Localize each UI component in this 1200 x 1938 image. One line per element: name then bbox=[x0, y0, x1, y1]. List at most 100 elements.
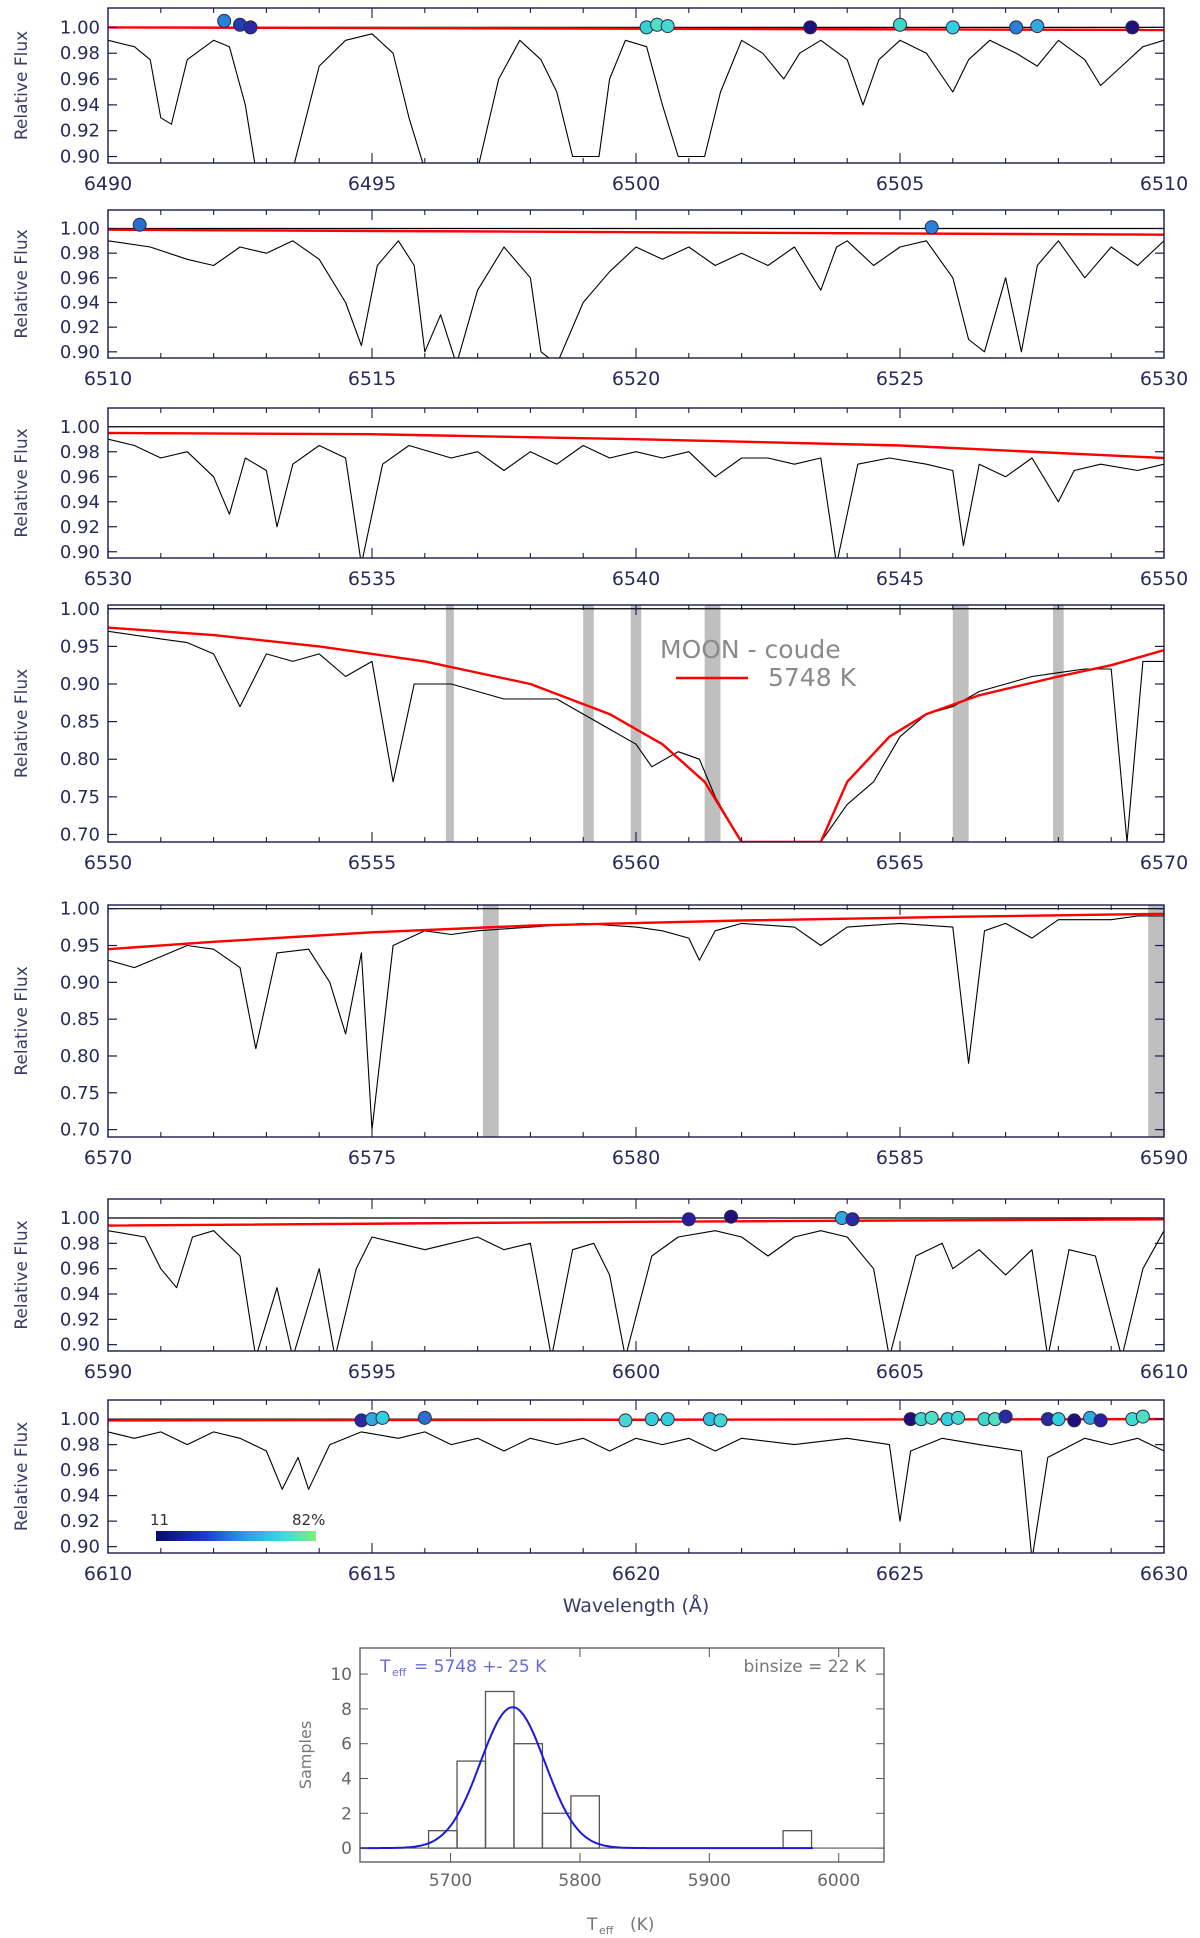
histogram-bar bbox=[782, 1830, 813, 1849]
y-tick-label: 6 bbox=[341, 1735, 352, 1755]
x-tick-label: 5900 bbox=[688, 1871, 731, 1891]
y-tick-label: 0.94 bbox=[60, 293, 100, 314]
histogram-bar bbox=[570, 1795, 601, 1849]
y-tick-label: 0.94 bbox=[60, 1284, 100, 1305]
y-tick-label: 0.98 bbox=[60, 43, 100, 64]
x-tick-label: 6590 bbox=[1140, 1147, 1188, 1169]
spectrum-line bbox=[108, 1230, 1164, 1351]
line-weight-marker bbox=[375, 1410, 390, 1425]
legend-entry: 5748 K bbox=[768, 663, 857, 692]
line-weight-marker bbox=[724, 1209, 739, 1224]
y-axis-label: Relative Flux bbox=[12, 966, 32, 1075]
y-tick-label: 1.00 bbox=[60, 17, 100, 38]
spectrum-panel-2: 1.00 0.98 0.96 0.94 0.92 0.90 6510 6515 6520 6525… bbox=[12, 209, 1188, 390]
y-tick-label: 0.90 bbox=[60, 342, 100, 363]
y-tick-label: 0.92 bbox=[60, 317, 100, 338]
line-weight-marker bbox=[1051, 1412, 1066, 1427]
line-weight-marker bbox=[713, 1413, 728, 1428]
x-axis-label: Wavelength (Å) bbox=[563, 1594, 710, 1617]
x-tick-label: 6515 bbox=[348, 368, 396, 390]
panel-frame bbox=[107, 7, 1165, 164]
x-tick-label: 5700 bbox=[429, 1871, 472, 1891]
y-tick-label: 0.70 bbox=[60, 824, 100, 845]
line-weight-marker bbox=[1125, 20, 1140, 35]
model-curve bbox=[108, 228, 1164, 236]
colorbar-max-label: 82% bbox=[292, 1511, 325, 1529]
histogram-bar bbox=[513, 1743, 544, 1849]
binsize-annotation: binsize = 22 K bbox=[744, 1657, 867, 1677]
y-axis-label: Relative Flux bbox=[12, 229, 32, 338]
y-tick-label: 1.00 bbox=[60, 1208, 100, 1229]
model-curve bbox=[108, 1218, 1164, 1227]
line-weight-marker bbox=[243, 20, 258, 35]
y-axis-label: Relative Flux bbox=[12, 669, 32, 778]
spectrum-panel-4: 1.00 0.95 0.90 0.85 0.80 0.75 0.70 6550 6555 6560… bbox=[12, 599, 1188, 874]
line-weight-marker bbox=[217, 13, 232, 28]
line-weight-marker bbox=[644, 1412, 659, 1427]
line-weight-marker bbox=[681, 1212, 696, 1227]
histogram-x-label: T bbox=[586, 1915, 598, 1935]
y-tick-label: 0.98 bbox=[60, 1435, 100, 1456]
x-tick-label: 6555 bbox=[348, 852, 396, 874]
x-tick-label: 6580 bbox=[612, 1147, 660, 1169]
spectrum-line bbox=[108, 33, 1164, 163]
spectrum-panel-6: 1.00 0.98 0.96 0.94 0.92 0.90 6590 6595 6600 6605… bbox=[12, 1198, 1188, 1383]
x-tick-label: 6490 bbox=[84, 173, 132, 195]
x-tick-label: 6560 bbox=[612, 852, 660, 874]
line-weight-marker bbox=[618, 1413, 633, 1428]
x-tick-label: 6535 bbox=[348, 568, 396, 590]
line-weight-marker bbox=[660, 19, 675, 34]
model-curve bbox=[108, 912, 1164, 951]
y-tick-label: 0.80 bbox=[60, 749, 100, 770]
x-tick-label: 6600 bbox=[612, 1361, 660, 1383]
y-tick-label: 0.70 bbox=[60, 1120, 100, 1141]
y-tick-label: 8 bbox=[341, 1700, 352, 1720]
line-weight-marker bbox=[845, 1212, 860, 1227]
x-tick-label: 6540 bbox=[612, 568, 660, 590]
spectrum-line bbox=[108, 240, 1164, 358]
line-weight-marker bbox=[1067, 1413, 1082, 1428]
y-axis-label: Relative Flux bbox=[12, 428, 32, 537]
y-tick-label: 0.75 bbox=[60, 1083, 100, 1104]
line-weight-marker bbox=[132, 217, 147, 232]
x-tick-label: 6505 bbox=[876, 173, 924, 195]
y-tick-label: 0.80 bbox=[60, 1046, 100, 1067]
x-tick-label: 6610 bbox=[1140, 1361, 1188, 1383]
y-tick-label: 0.96 bbox=[60, 69, 100, 90]
line-weight-marker bbox=[660, 1412, 675, 1427]
spectrum-panel-5: 1.00 0.95 0.90 0.85 0.80 0.75 0.70 6570 6575 6580… bbox=[12, 899, 1188, 1169]
line-weight-marker bbox=[417, 1410, 432, 1425]
x-tick-label: 6550 bbox=[84, 852, 132, 874]
y-axis-label: Relative Flux bbox=[12, 1220, 32, 1329]
y-tick-label: 0.92 bbox=[60, 121, 100, 142]
y-tick-label: 0.98 bbox=[60, 442, 100, 463]
model-curve bbox=[108, 431, 1164, 460]
x-tick-label: 6565 bbox=[876, 852, 924, 874]
y-tick-label: 0 bbox=[341, 1839, 352, 1859]
histogram-x-label-unit: (K) bbox=[630, 1915, 654, 1935]
x-tick-label: 6620 bbox=[612, 1563, 660, 1585]
y-tick-label: 0.90 bbox=[60, 147, 100, 168]
colorbar-min-label: 11 bbox=[150, 1511, 169, 1529]
y-tick-label: 2 bbox=[341, 1804, 352, 1824]
x-tick-label: 6625 bbox=[876, 1563, 924, 1585]
y-tick-label: 0.90 bbox=[60, 1537, 100, 1558]
masked-region bbox=[630, 605, 642, 842]
bottom-panel-extras: Wavelength (Å) 11 82% bbox=[150, 1511, 709, 1617]
masked-region bbox=[583, 605, 594, 842]
model-curve bbox=[108, 626, 1164, 842]
spectrum-panel-1: 1.00 0.98 0.96 0.94 0.92 0.90 6490 6495 6500 6505… bbox=[12, 7, 1188, 195]
x-tick-label: 6545 bbox=[876, 568, 924, 590]
masked-region bbox=[952, 605, 969, 842]
x-tick-label: 6605 bbox=[876, 1361, 924, 1383]
spectrum-line bbox=[108, 438, 1164, 558]
y-tick-label: 0.95 bbox=[60, 936, 100, 957]
teff-annotation-value: = 5748 +- 25 K bbox=[414, 1657, 547, 1677]
y-tick-label: 1.00 bbox=[60, 899, 100, 920]
y-tick-label: 0.94 bbox=[60, 492, 100, 513]
line-weight-marker bbox=[803, 20, 818, 35]
histogram-x-label-sub: eff bbox=[599, 1924, 614, 1937]
spectrum-line bbox=[108, 1431, 1164, 1553]
y-tick-label: 0.95 bbox=[60, 636, 100, 657]
